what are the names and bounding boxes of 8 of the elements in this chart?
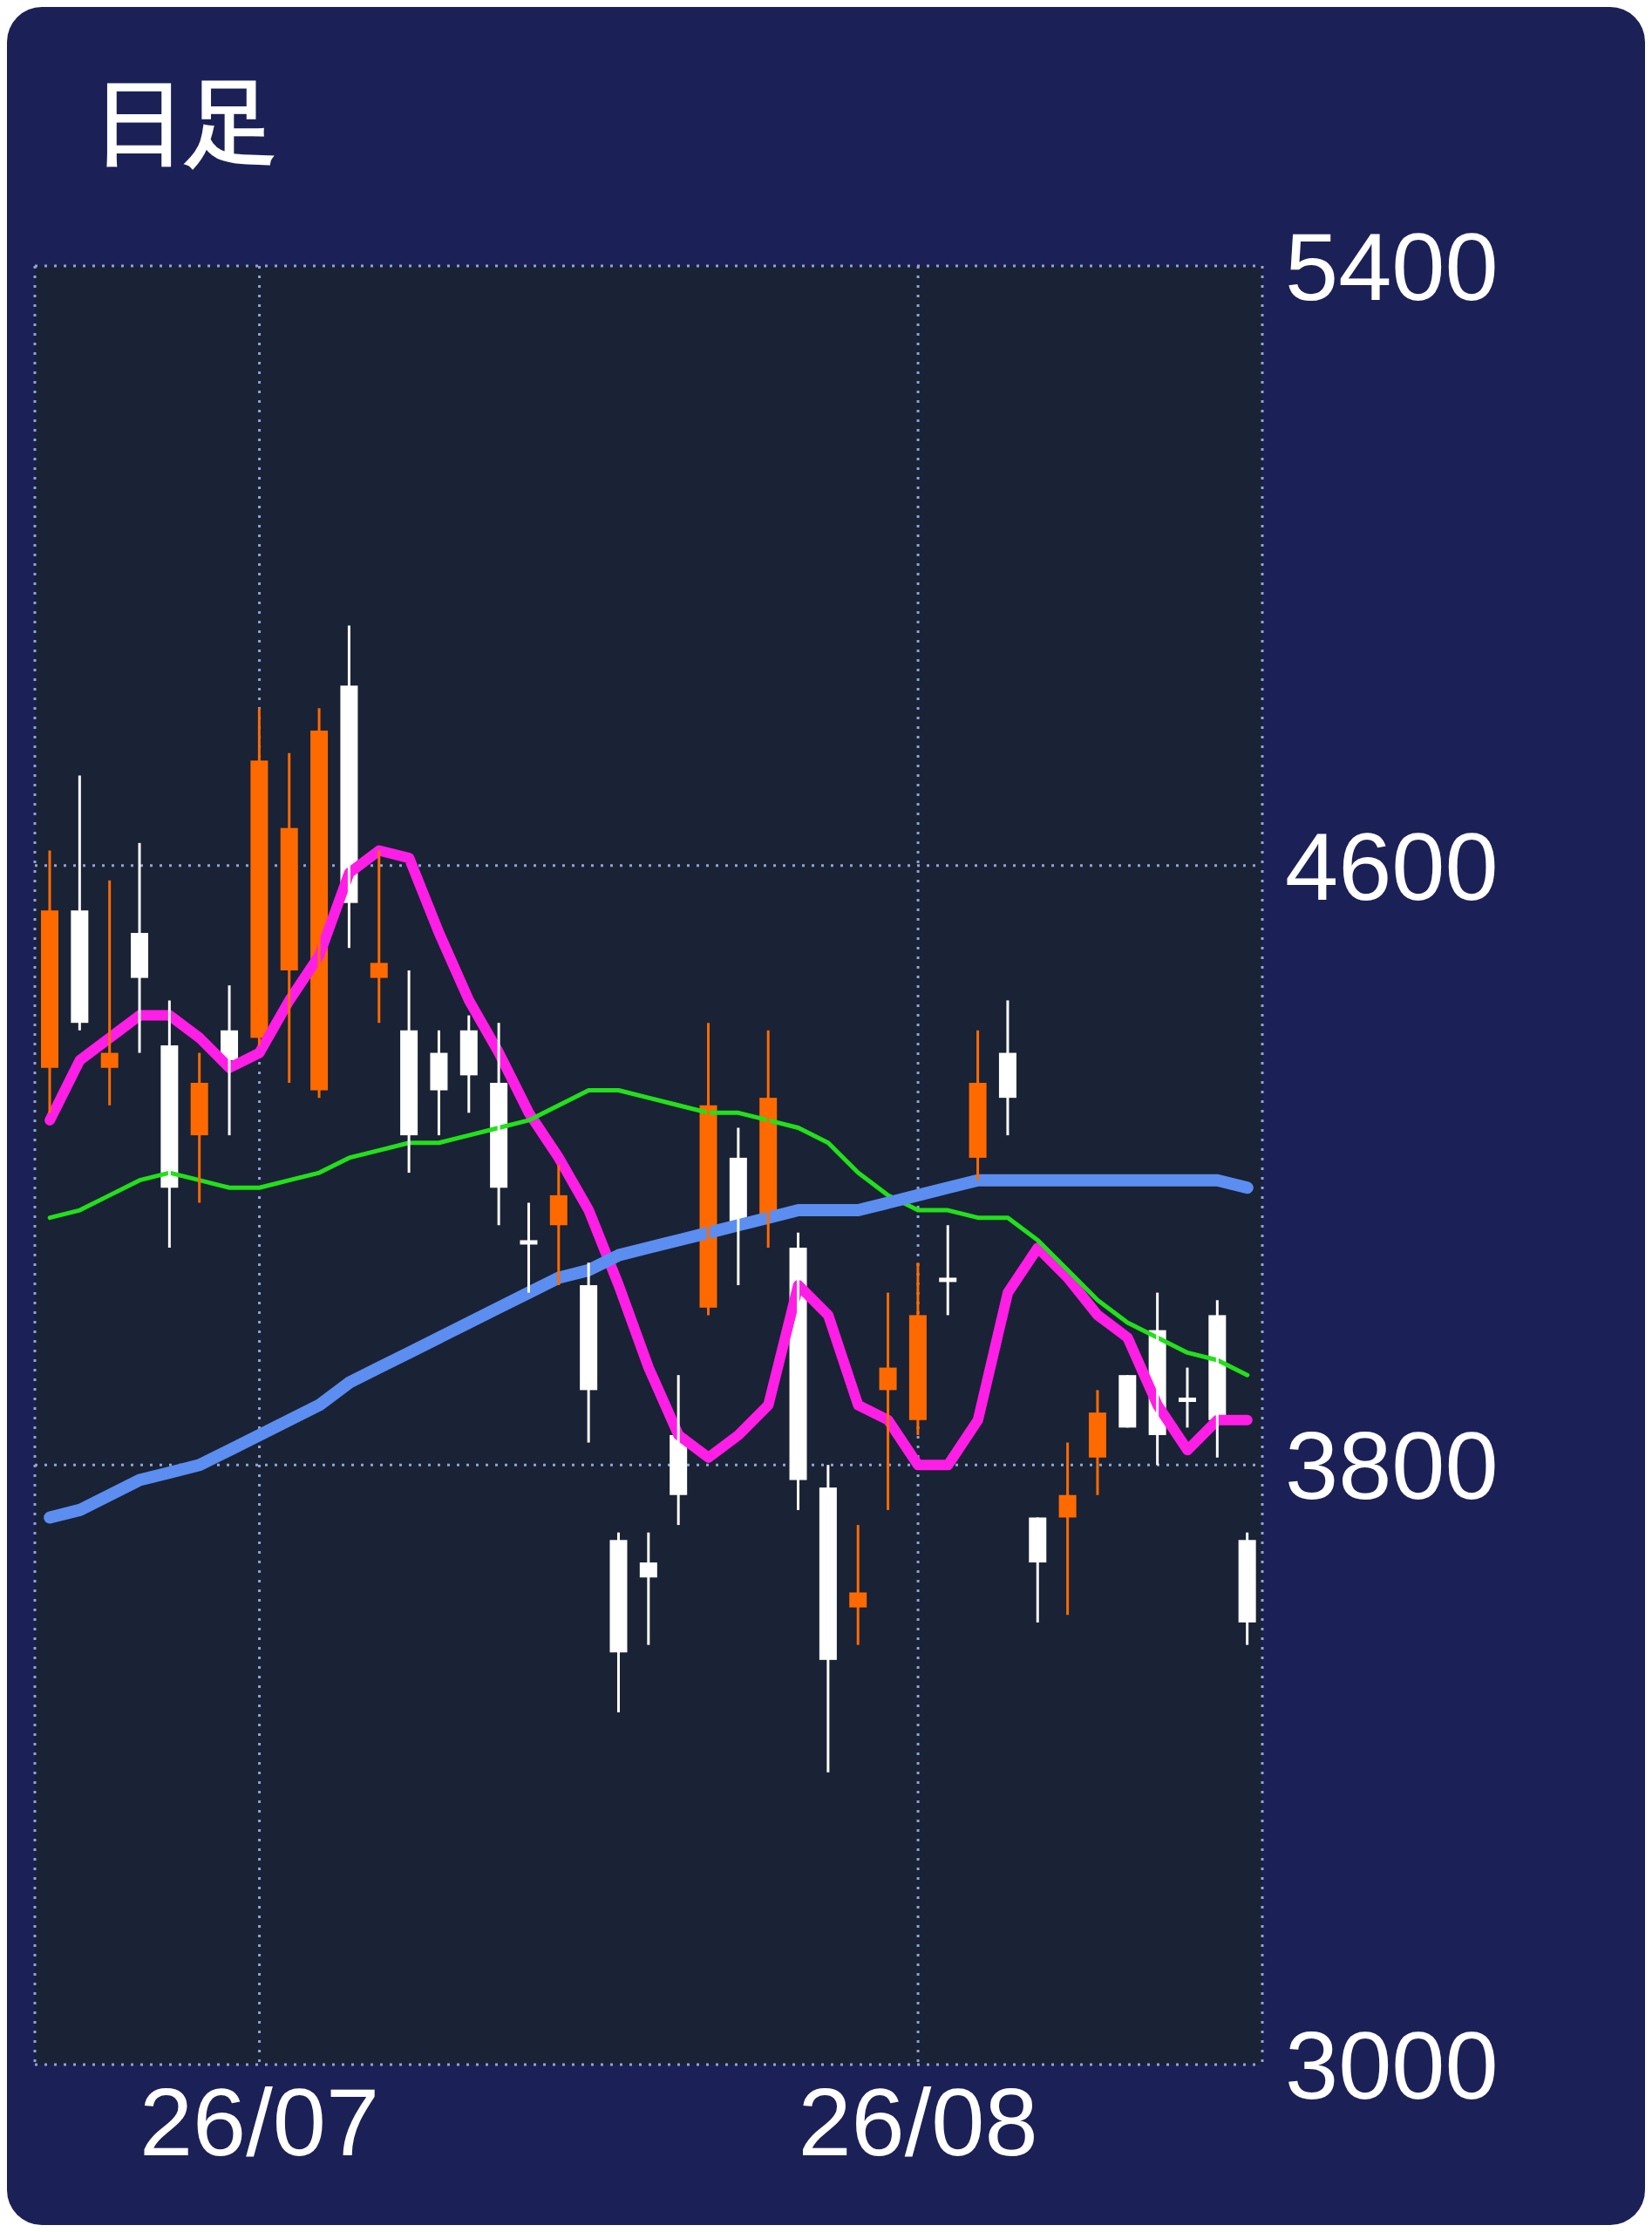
y-tick-label: 3800 (1285, 1412, 1499, 1520)
y-tick-label: 4600 (1285, 812, 1499, 920)
chart-title: 日足 (94, 71, 277, 174)
candlestick (1118, 1375, 1137, 1428)
y-tick-label: 5400 (1285, 213, 1499, 321)
y-tick-label: 3000 (1285, 2011, 1499, 2120)
x-tick-label: 26/08 (798, 2068, 1038, 2176)
x-tick-label: 26/07 (139, 2068, 380, 2176)
